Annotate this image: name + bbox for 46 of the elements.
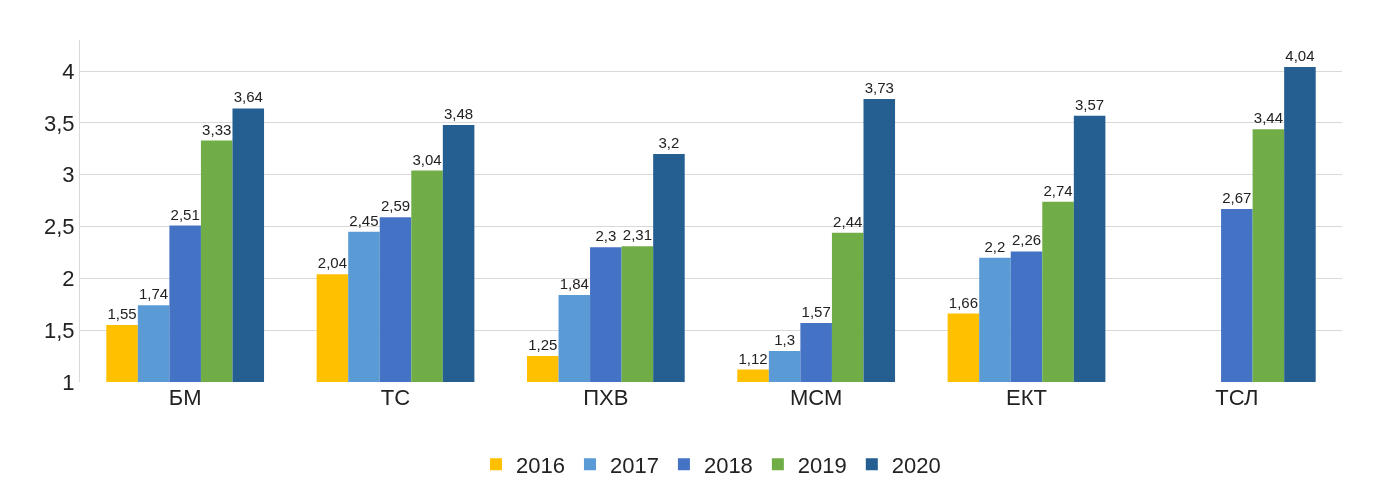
y-tick-label: 1 [62,369,75,395]
y-tick-label: 2,5 [44,214,75,240]
x-tick-label: ЕКТ [1006,385,1047,410]
y-tick-label: 1,5 [44,317,75,343]
data-label: 2,44 [833,212,863,230]
data-label: 2,51 [170,205,200,223]
legend-label: 2019 [797,452,847,478]
data-label: 1,25 [528,336,558,354]
data-label: 4,04 [1285,46,1315,64]
data-label: 3,73 [864,79,894,97]
data-label: 2,67 [1222,188,1252,206]
y-tick-label: 4 [62,58,75,84]
data-label: 1,55 [107,305,137,322]
legend-label: 2020 [891,452,941,478]
data-label: 2,2 [984,237,1006,255]
data-label: 3,44 [1253,109,1283,127]
data-label: 1,66 [948,293,979,311]
x-tick-label: БМ [168,385,202,410]
data-label: 2,3 [595,227,617,245]
x-tick-label: ПХВ [583,385,629,410]
data-label: 3,2 [658,134,680,151]
data-label: 2,26 [1011,231,1042,249]
data-label: 3,33 [202,120,232,138]
data-label: 1,57 [801,302,831,320]
x-tick-label: МСМ [790,385,843,410]
y-tick-label: 3 [62,162,75,188]
data-label: 3,04 [412,150,442,168]
data-label: 1,3 [774,330,796,348]
data-label: 3,57 [1075,95,1105,113]
y-tick-label: 2 [62,266,75,292]
data-label: 2,45 [349,211,379,229]
data-label: 1,74 [139,285,169,303]
legend-label: 2017 [609,452,659,478]
data-label: 2,31 [622,226,652,244]
x-tick-label: ТСЛ [1215,385,1259,410]
legend-label: 2016 [516,452,565,478]
y-tick-label: 3,5 [44,110,75,136]
data-label: 2,04 [317,254,348,272]
x-tick-label: ТС [380,385,411,410]
data-label: 1,12 [738,349,768,367]
data-label: 3,64 [233,88,263,106]
data-label: 2,59 [380,197,411,215]
legend-label: 2018 [703,452,753,478]
data-label: 2,74 [1043,181,1073,199]
data-label: 1,84 [559,274,589,292]
data-label: 3,48 [444,104,474,122]
